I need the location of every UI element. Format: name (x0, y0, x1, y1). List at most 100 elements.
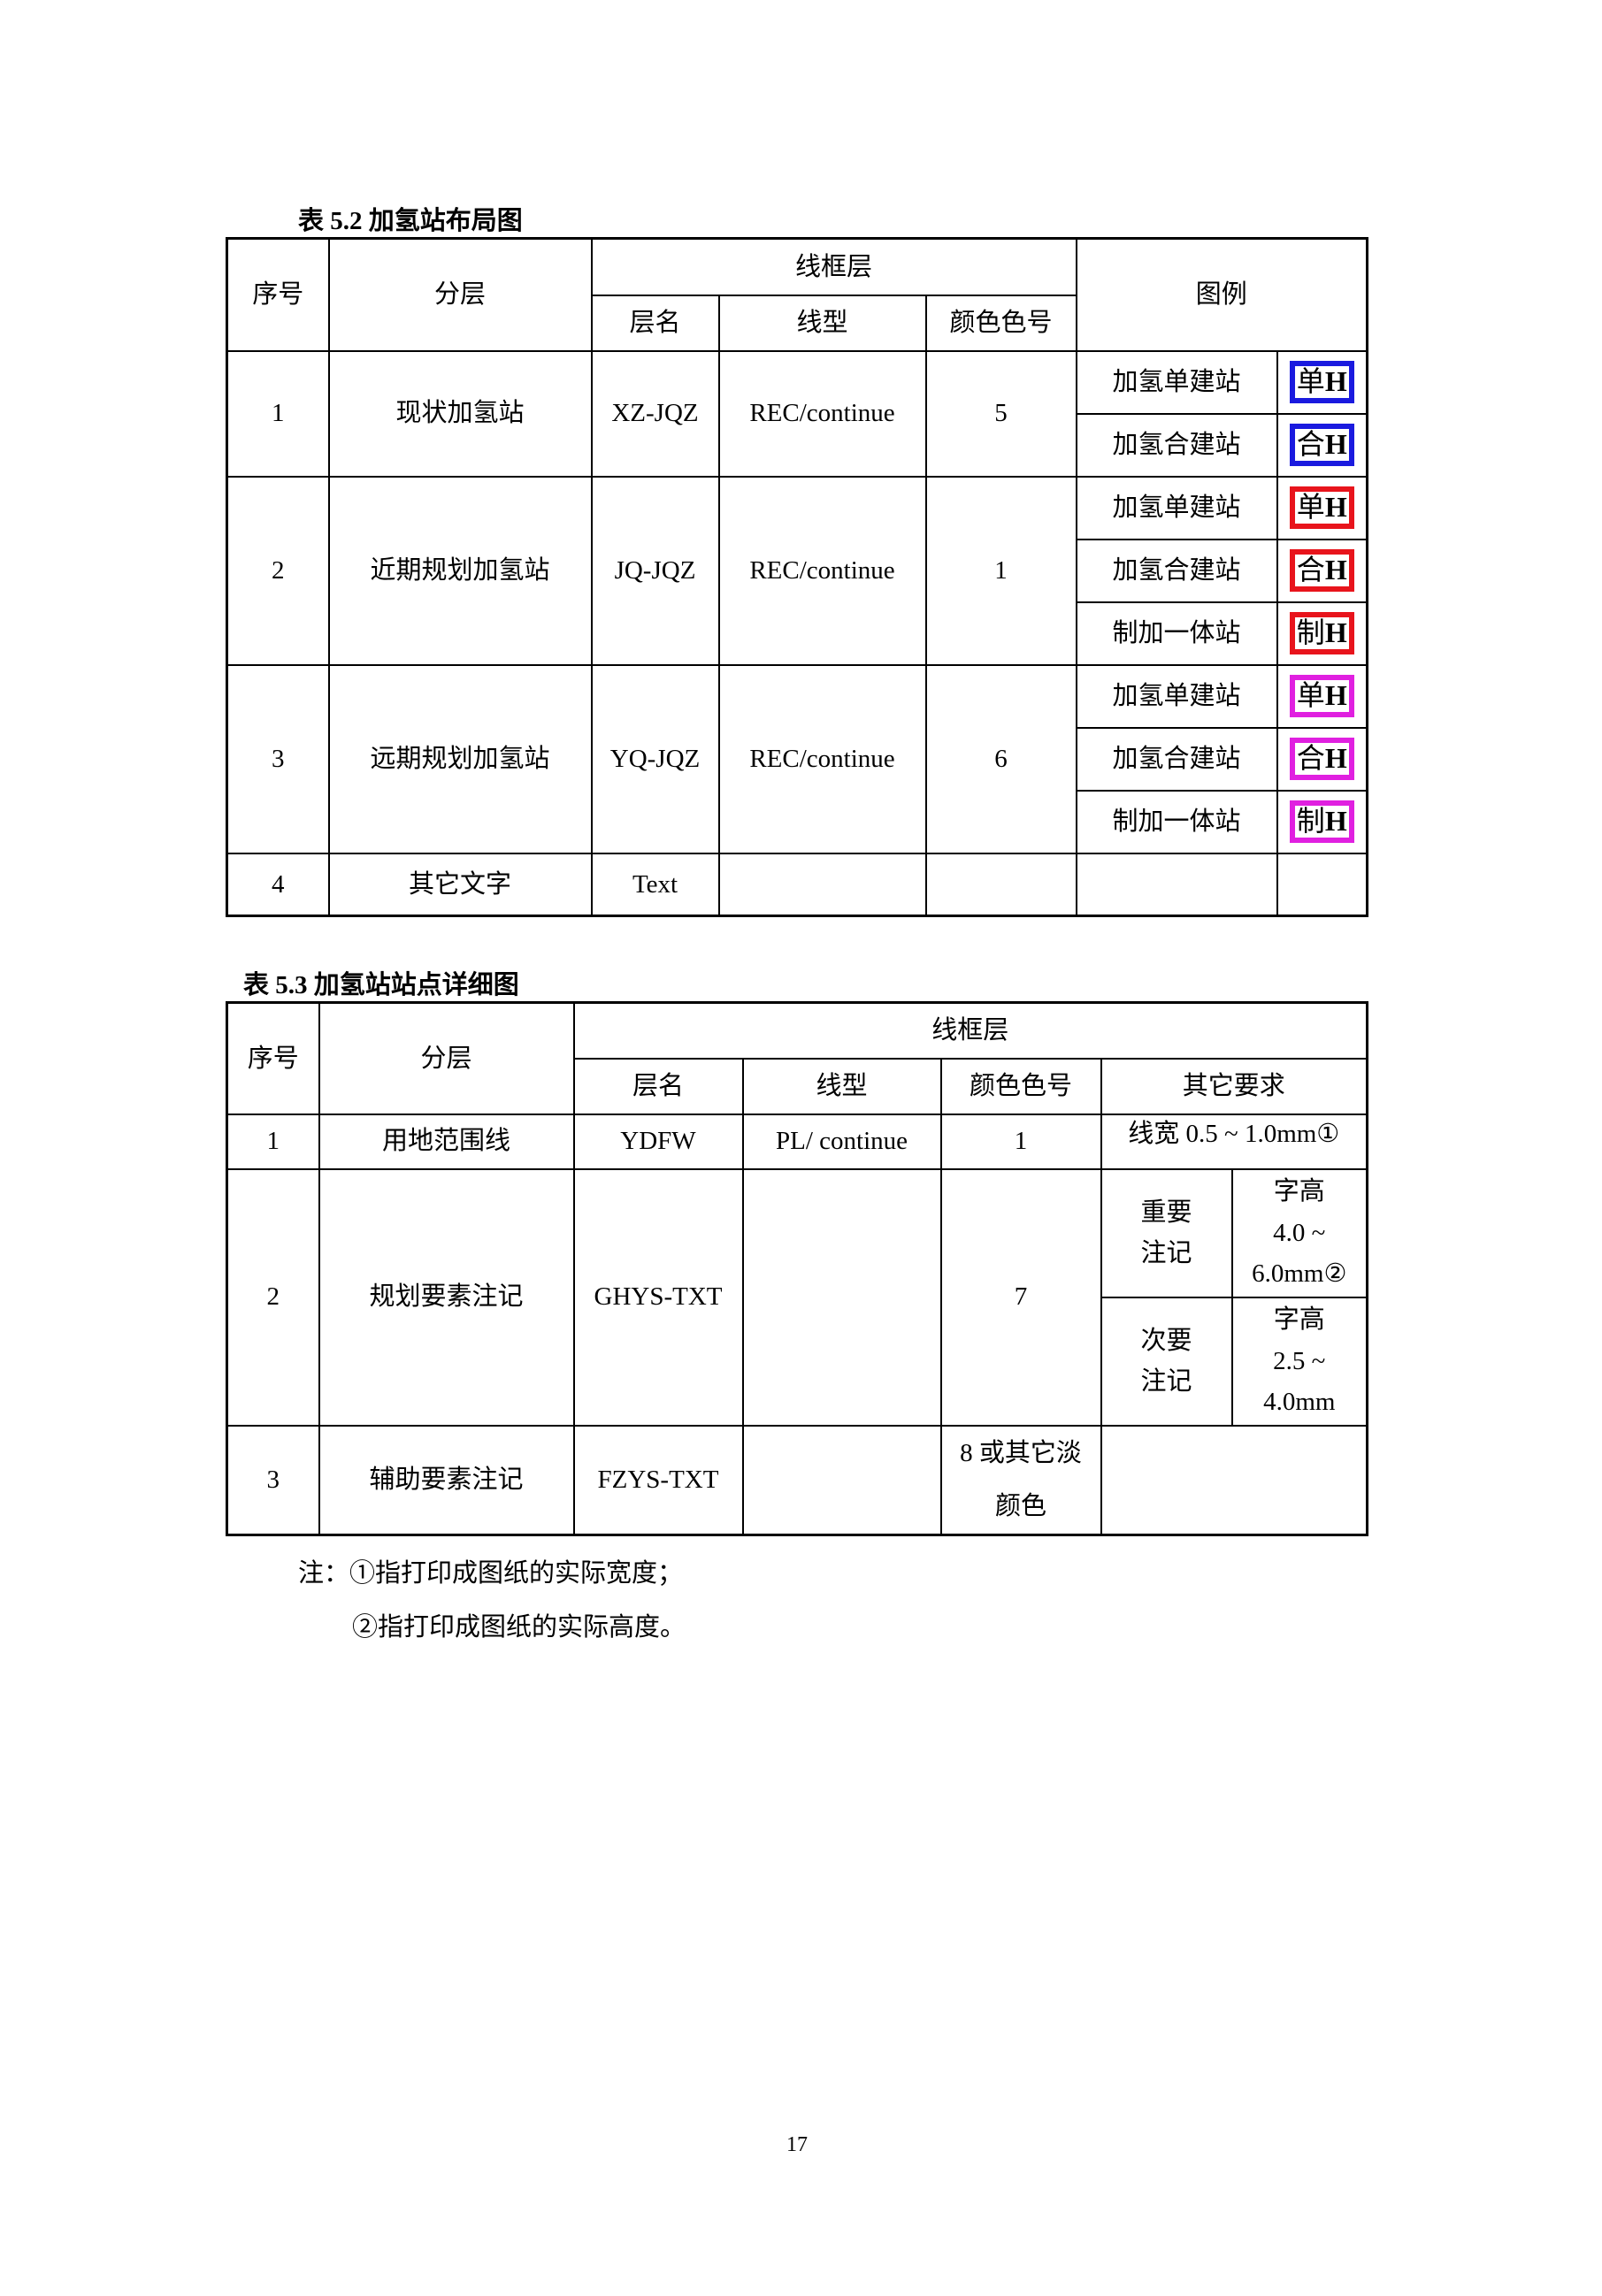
legend-symbol: 合H (1276, 726, 1368, 792)
cell-note-type: 次要注记 (1100, 1296, 1233, 1427)
page-number: 17 (786, 2133, 808, 2156)
cell-line-type: PL/ continue (741, 1113, 942, 1170)
cell-color-no: 1 (924, 475, 1077, 666)
req-line: 4.0 ~ (1273, 1218, 1326, 1247)
legend-label (1075, 852, 1278, 917)
legend-label: 加氢合建站 (1075, 538, 1278, 603)
legend-symbol: 合H (1276, 538, 1368, 603)
header-line-type: 线型 (717, 294, 927, 352)
table-row: 4 其它文字 Text (226, 852, 1368, 917)
cell-layer-name: JQ-JQZ (590, 475, 720, 666)
cell-no: 3 (226, 663, 330, 854)
req-line: 4.0mm (1263, 1388, 1336, 1417)
header-color-no: 颜色色号 (939, 1057, 1102, 1115)
legend-label: 加氢单建站 (1075, 663, 1278, 729)
symbol-h: H (1324, 616, 1347, 649)
symbol-char: 制 (1296, 805, 1325, 838)
cell-no: 4 (226, 852, 330, 917)
cell-note-requirement: 字高 4.0 ~ 6.0mm② (1230, 1167, 1368, 1298)
cell-no: 3 (226, 1424, 320, 1536)
legend-symbol (1276, 852, 1368, 917)
table-row: 1 现状加氢站 XZ-JQZ REC/continue 5 加氢单建站 单H (226, 349, 1368, 478)
symbol-h: H (1324, 805, 1347, 838)
req-line: 6.0mm② (1252, 1259, 1347, 1289)
header-line-type: 线型 (741, 1057, 942, 1115)
symbol-char: 合 (1296, 742, 1325, 775)
hydrogen-station-layout-table: 序号 分层 线框层 图例 层名 线型 颜色色号 1 现状加氢站 XZ-JQZ REC/… (226, 237, 1369, 917)
cell-line-type: REC/continue (717, 475, 927, 666)
cell-line-type: REC/continue (717, 663, 927, 854)
legend-label: 制加一体站 (1075, 601, 1278, 666)
station-symbol-icon: 单H (1289, 486, 1354, 529)
note-line-2: ②指打印成图纸的实际高度。 (352, 1613, 686, 1642)
table-row: 加氢合建站 合H (227, 538, 1368, 603)
header-layer: 分层 (318, 1001, 575, 1115)
cell-other (1100, 1424, 1368, 1536)
table-row: 3 远期规划加氢站 YQ-JQZ REC/continue 6 加氢单建站 单H (226, 663, 1368, 854)
note-line-1: 注：①指打印成图纸的实际宽度； (298, 1559, 684, 1588)
table1-caption: 表 5.2 加氢站布局图 (298, 207, 523, 235)
cell-layer: 近期规划加氢站 (327, 475, 593, 666)
table-row: 制加一体站 制H (227, 789, 1368, 854)
table-row: 1 用地范围线 YDFW PL/ continue 1 线宽 0.5 ~ 1.0… (226, 1113, 1368, 1170)
table-row: 制加一体站 制H (227, 601, 1368, 666)
station-symbol-icon: 合H (1289, 738, 1354, 780)
cell-color-no: 7 (939, 1167, 1102, 1427)
cell-no: 1 (226, 1113, 320, 1170)
header-layer: 分层 (327, 237, 593, 352)
req-line: 字高 (1273, 1305, 1325, 1335)
cell-layer-name: GHYS-TXT (572, 1167, 744, 1427)
cell-line-type (741, 1424, 942, 1536)
header-layer-name: 层名 (572, 1057, 744, 1115)
symbol-h: H (1324, 491, 1347, 524)
header-no: 序号 (226, 1001, 320, 1115)
legend-label: 加氢单建站 (1075, 475, 1278, 540)
header-layer-name: 层名 (590, 294, 720, 352)
cell-layer: 现状加氢站 (327, 349, 593, 478)
cell-line-type (717, 852, 927, 917)
cell-layer: 其它文字 (327, 852, 593, 917)
cell-color-no: 1 (939, 1113, 1102, 1170)
symbol-h: H (1324, 679, 1347, 712)
station-symbol-icon: 制H (1289, 800, 1354, 843)
legend-symbol: 单H (1276, 663, 1368, 729)
station-symbol-icon: 合H (1289, 424, 1354, 466)
req-line: 2.5 ~ (1273, 1346, 1326, 1375)
header-color-no: 颜色色号 (924, 294, 1077, 352)
cell-layer-name: YDFW (572, 1113, 744, 1170)
legend-symbol: 合H (1276, 412, 1368, 478)
symbol-h: H (1324, 742, 1347, 775)
symbol-h: H (1324, 554, 1347, 586)
symbol-char: 合 (1296, 428, 1325, 461)
legend-label: 加氢合建站 (1075, 412, 1278, 478)
symbol-h: H (1324, 365, 1347, 398)
cell-no: 2 (226, 1167, 320, 1427)
header-frame-layer: 线框层 (590, 237, 1077, 296)
cell-other: 线宽 0.5 ~ 1.0mm① (1100, 1113, 1368, 1170)
cell-color-no: 8 或其它淡颜色 (939, 1424, 1102, 1536)
legend-symbol: 制H (1276, 789, 1368, 854)
symbol-char: 制 (1296, 616, 1325, 649)
table-row: 2 近期规划加氢站 JQ-JQZ REC/continue 1 加氢单建站 单H (226, 475, 1368, 666)
symbol-char: 合 (1296, 554, 1325, 586)
hydrogen-station-detail-table: 序号 分层 线框层 层名 线型 颜色色号 其它要求 1 用地范围线 YDFW P… (226, 1001, 1369, 1537)
cell-no: 2 (226, 475, 330, 666)
station-symbol-icon: 单H (1289, 675, 1354, 717)
cell-layer-name: Text (590, 852, 720, 917)
station-symbol-icon: 合H (1289, 549, 1354, 592)
header-legend: 图例 (1075, 237, 1368, 352)
cell-line-type: REC/continue (717, 349, 927, 478)
cell-layer: 辅助要素注记 (318, 1424, 575, 1536)
table-row: 加氢合建站 合H (227, 726, 1368, 792)
table-row: 3 辅助要素注记 FZYS-TXT 8 或其它淡颜色 (226, 1424, 1368, 1536)
station-symbol-icon: 单H (1289, 361, 1354, 403)
cell-layer: 用地范围线 (318, 1113, 575, 1170)
header-no: 序号 (226, 237, 330, 352)
cell-note-requirement: 字高 2.5 ~ 4.0mm (1230, 1296, 1368, 1427)
cell-color-no (924, 852, 1077, 917)
cell-line-type (741, 1167, 942, 1427)
cell-note-type: 重要注记 (1100, 1167, 1233, 1298)
cell-color-no: 5 (924, 349, 1077, 478)
legend-label: 加氢单建站 (1075, 349, 1278, 415)
table2-caption: 表 5.3 加氢站站点详细图 (243, 971, 519, 999)
